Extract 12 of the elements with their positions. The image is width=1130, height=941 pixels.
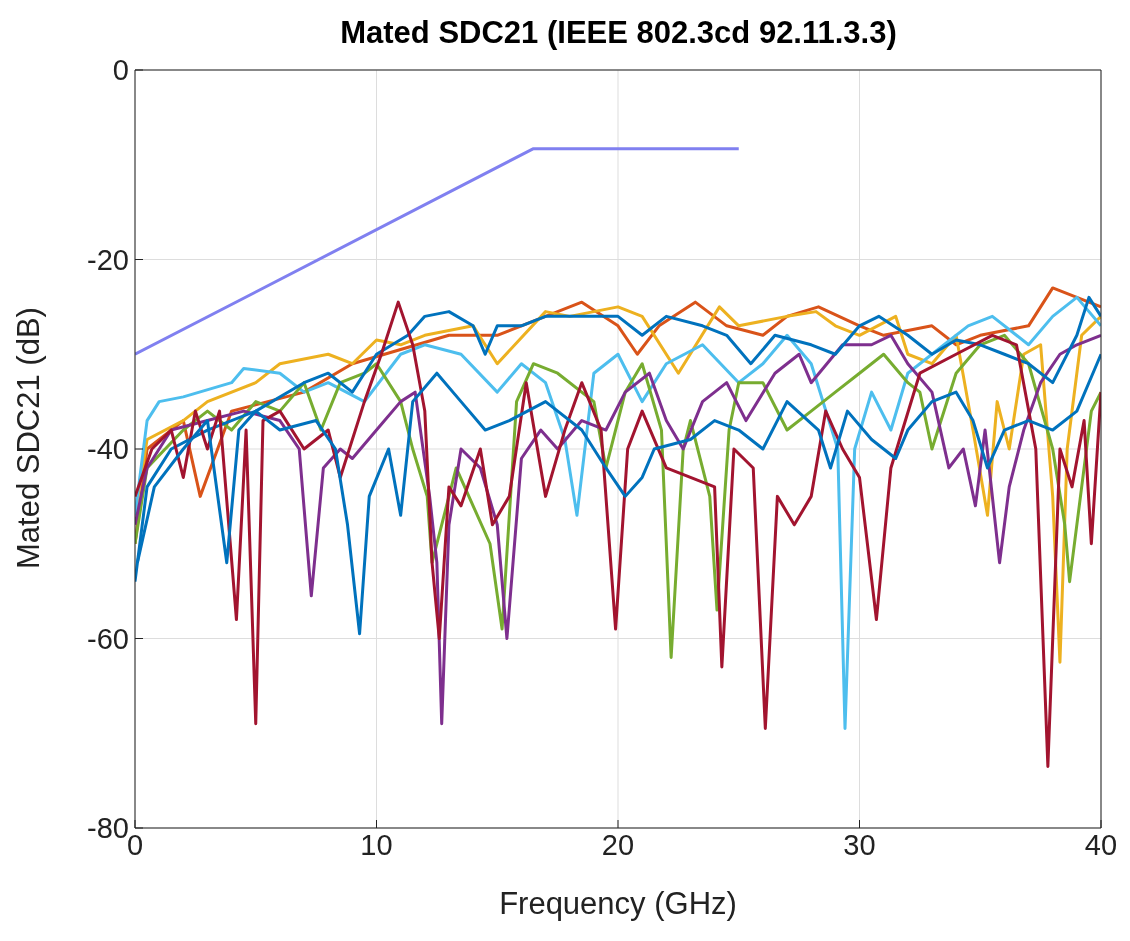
x-tick-label: 40 [1084,828,1118,861]
x-tick-label: 20 [601,828,635,861]
y-axis-title: Mated SDC21 (dB) [11,307,47,569]
y-tick-label: 0 [112,54,129,87]
x-tick-label: 30 [843,828,876,861]
y-tick-label: -40 [87,433,129,466]
chart-title: Mated SDC21 (IEEE 802.3cd 92.11.3.3) [340,15,897,50]
x-tick-label: 10 [360,828,393,861]
y-tick-label: -60 [87,622,129,655]
y-tick-label: -80 [87,812,129,845]
y-tick-label: -20 [87,243,129,276]
x-axis-title: Frequency (GHz) [499,886,737,921]
